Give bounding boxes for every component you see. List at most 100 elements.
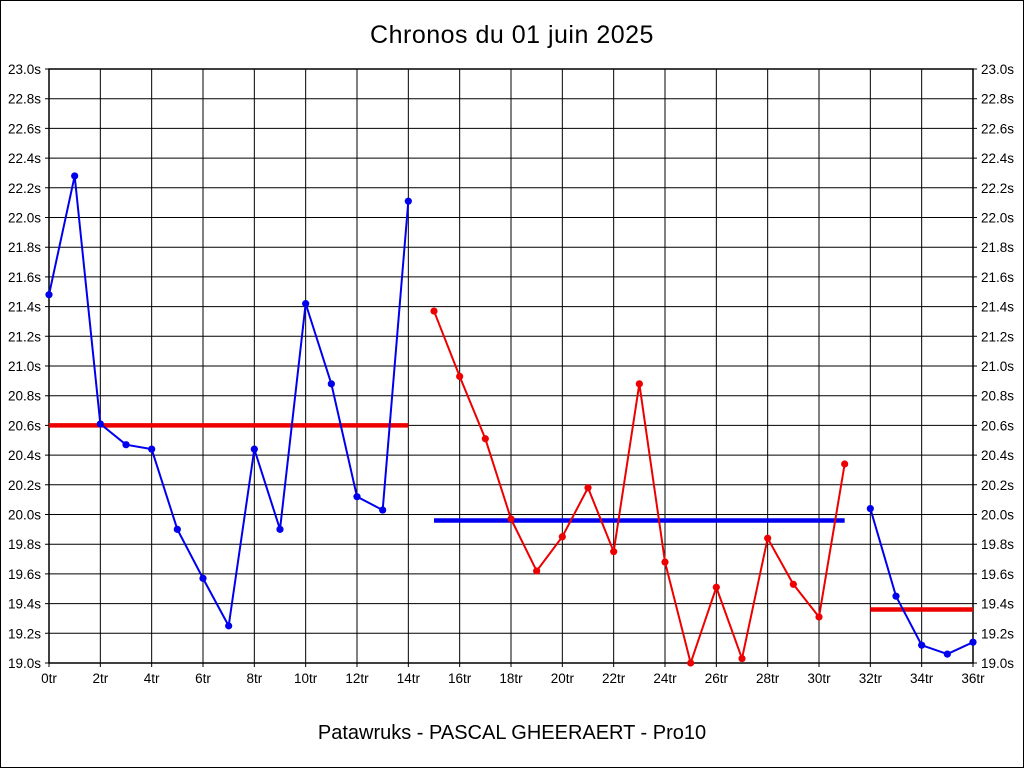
chronos-segment-2-point	[456, 372, 464, 380]
plot-frame	[48, 68, 974, 664]
chronos-segment-1-point	[276, 525, 284, 533]
chronos-segment-1-point	[96, 420, 104, 428]
y-tick-label-right: 19.8s	[981, 537, 1014, 552]
chronos-segment-2-point	[533, 567, 541, 575]
y-tick-label-right: 20.2s	[981, 478, 1014, 493]
chart-title: Chronos du 01 juin 2025	[370, 21, 654, 49]
x-tick-label: 0tr	[41, 671, 57, 686]
y-tick-label-right: 20.4s	[981, 448, 1014, 463]
chronos-segment-1-point	[327, 380, 335, 388]
chronos-segment-2-point	[507, 515, 515, 523]
chronos-segment-1-point	[302, 300, 310, 308]
y-tick-label-right: 22.2s	[981, 181, 1014, 196]
x-tick-label: 20tr	[551, 671, 575, 686]
chronos-segment-1-point	[71, 172, 79, 180]
chronos-segment-1-point	[173, 525, 181, 533]
y-tick-label-right: 19.0s	[981, 656, 1014, 671]
x-tick-label: 14tr	[397, 671, 421, 686]
y-tick-label-left: 22.2s	[8, 181, 41, 196]
x-tick-label: 36tr	[961, 671, 985, 686]
y-tick-label-left: 20.4s	[8, 448, 41, 463]
chronos-segment-2-point	[712, 583, 720, 591]
y-tick-label-left: 19.6s	[8, 567, 41, 582]
chronos-segment-2-point	[610, 548, 618, 556]
y-tick-label-right: 22.4s	[981, 151, 1014, 166]
y-tick-label-left: 19.2s	[8, 626, 41, 641]
x-tick-label: 16tr	[448, 671, 472, 686]
x-tick-label: 8tr	[246, 671, 262, 686]
chronos-segment-3-point	[866, 504, 874, 513]
y-tick-label-right: 22.6s	[981, 121, 1014, 136]
chronos-segment-1-point	[148, 445, 156, 453]
y-tick-label-left: 22.4s	[8, 151, 41, 166]
x-tick-label: 12tr	[345, 671, 369, 686]
chart-footer: Patawruks - PASCAL GHEERAERT - Pro10	[317, 722, 707, 744]
chronos-segment-3-point	[943, 650, 951, 658]
y-tick-label-right: 19.6s	[981, 567, 1014, 582]
x-tick-label: 34tr	[910, 671, 934, 686]
chronos-segment-2-point	[430, 307, 438, 315]
x-tick-label: 22tr	[602, 671, 626, 686]
chronos-segment-1-line	[48, 175, 410, 630]
y-tick-label-right: 22.0s	[981, 211, 1014, 226]
chronos-segment-2-point	[584, 484, 592, 492]
y-tick-label-right: 23.0s	[981, 62, 1014, 77]
chronos-segment-2-point	[558, 533, 566, 541]
x-tick-label: 32tr	[859, 671, 883, 686]
chronos-segment-2-point	[738, 654, 746, 663]
chronos-segment-1-point	[250, 445, 258, 453]
x-tick-label: 4tr	[144, 671, 160, 686]
y-tick-label-right: 21.8s	[981, 240, 1014, 255]
chronos-segment-1-point	[379, 506, 387, 514]
chronos-segment-2-point	[687, 659, 695, 667]
chronos-segment-2-point	[815, 613, 823, 621]
chronos-segment-2-line	[433, 310, 846, 667]
x-tick-label: 30tr	[807, 671, 831, 686]
y-tick-label-left: 22.6s	[8, 121, 41, 136]
y-tick-label-right: 21.2s	[981, 329, 1014, 344]
y-tick-label-right: 20.0s	[981, 508, 1014, 523]
y-tick-label-left: 21.0s	[8, 359, 41, 374]
y-tick-label-left: 19.8s	[8, 537, 41, 552]
y-tick-label-left: 21.8s	[8, 240, 41, 255]
y-tick-label-left: 19.0s	[8, 656, 41, 671]
y-tick-label-right: 21.0s	[981, 359, 1014, 374]
y-tick-label-right: 21.4s	[981, 300, 1014, 315]
y-tick-label-left: 20.0s	[8, 508, 41, 523]
chronos-segment-1-point	[45, 291, 53, 299]
y-tick-label-right: 19.2s	[981, 626, 1014, 641]
x-tick-label: 18tr	[499, 671, 523, 686]
y-tick-label-left: 20.8s	[8, 389, 41, 404]
chronos-segment-1-point	[225, 622, 233, 630]
y-tick-label-left: 21.6s	[8, 270, 41, 285]
y-tick-label-right: 20.8s	[981, 389, 1014, 404]
chronos-segment-3-point	[969, 638, 977, 646]
y-tick-label-left: 19.4s	[8, 597, 41, 612]
chronos-segment-2-point	[841, 460, 849, 468]
chronos-segment-2-point	[789, 580, 797, 588]
x-tick-label: 28tr	[756, 671, 780, 686]
y-tick-label-left: 21.4s	[8, 300, 41, 315]
x-tick-label: 6tr	[195, 671, 211, 686]
chronos-segment-1-point	[199, 574, 207, 582]
x-tick-label: 26tr	[705, 671, 729, 686]
chronos-segment-1-point	[122, 441, 130, 449]
chronos-segment-1-point	[404, 197, 412, 205]
chronos-segment-3-point	[918, 641, 926, 649]
chronos-segment-2-point	[764, 534, 772, 542]
y-tick-label-right: 22.8s	[981, 92, 1014, 107]
chronos-segment-2-point	[661, 558, 669, 566]
y-tick-label-right: 20.6s	[981, 418, 1014, 433]
y-tick-label-left: 23.0s	[8, 62, 41, 77]
y-tick-label-right: 21.6s	[981, 270, 1014, 285]
y-tick-label-left: 21.2s	[8, 329, 41, 344]
y-tick-label-left: 22.0s	[8, 211, 41, 226]
y-tick-label-left: 20.6s	[8, 418, 41, 433]
x-tick-label: 10tr	[294, 671, 318, 686]
x-tick-label: 2tr	[92, 671, 108, 686]
x-tick-label: 24tr	[653, 671, 677, 686]
chronos-segment-2-point	[635, 380, 643, 388]
y-tick-label-right: 19.4s	[981, 597, 1014, 612]
